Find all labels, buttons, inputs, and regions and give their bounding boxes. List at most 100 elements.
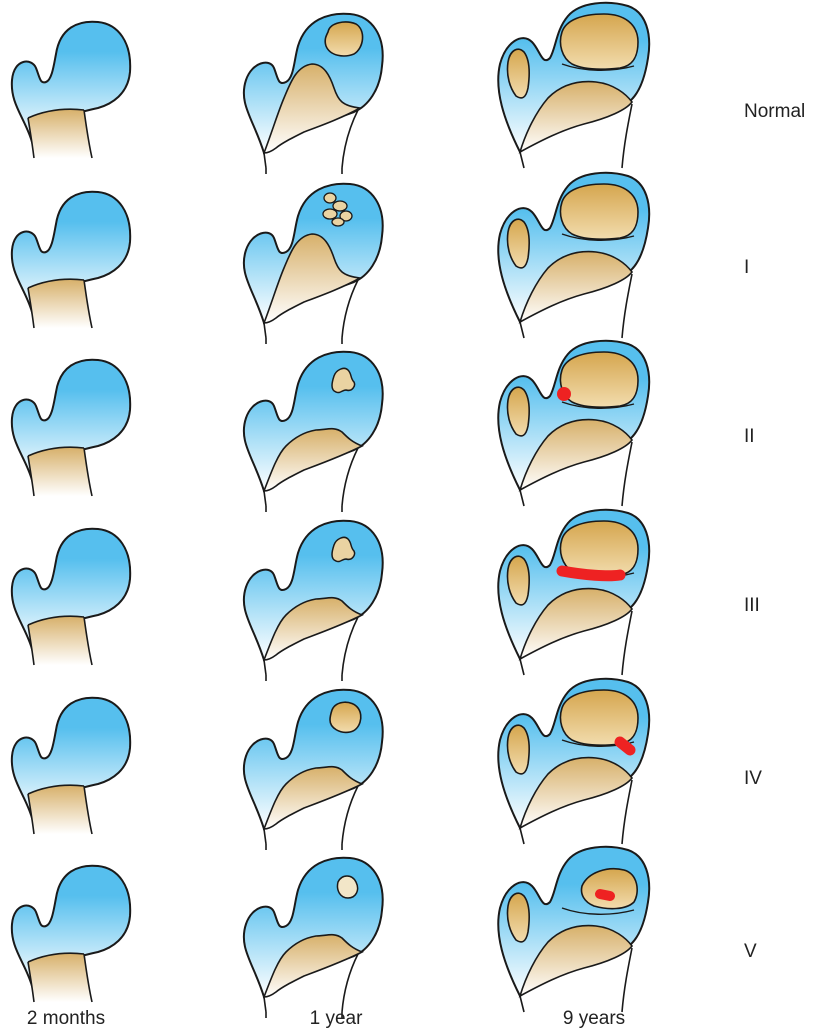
shaft-edge-right <box>621 610 633 676</box>
shaft-edge-left <box>263 996 267 1013</box>
ossification-fragment-3 <box>322 208 338 220</box>
shaft-edge-left <box>27 117 35 159</box>
greater-trochanter-core <box>506 48 530 99</box>
femur-1-year-row-3 <box>242 350 384 512</box>
metaphysis-bone <box>262 765 364 830</box>
shaft-edge-left <box>263 322 267 339</box>
femur-1-year-row-1 <box>242 12 384 174</box>
metaphysis-bone <box>28 279 92 328</box>
shaft-edge-left <box>263 152 267 169</box>
growth-plate <box>561 401 635 409</box>
row-label-v: V <box>744 941 757 962</box>
shaft-edge-left <box>519 658 525 676</box>
greater-trochanter-core <box>506 218 530 269</box>
physeal-damage-mark <box>557 387 571 401</box>
metaphysis-bone <box>262 933 364 998</box>
shaft-edge-right <box>621 947 633 1013</box>
growth-plate <box>27 108 85 119</box>
femur-2-months-row-5 <box>10 696 132 835</box>
shaft-edge-right <box>621 441 633 507</box>
shaft-edge-right <box>83 616 93 666</box>
metaphysis-bone <box>262 233 363 324</box>
row-label-iv: IV <box>744 768 762 789</box>
shaft-edge-right <box>83 447 93 497</box>
growth-plate <box>27 784 85 795</box>
femoral-head-epiphysis-small <box>580 868 638 910</box>
femur-2-months-row-1 <box>10 20 132 159</box>
growth-plate <box>561 233 635 241</box>
metaphysis-bone <box>28 109 92 158</box>
column-label-1-year: 1 year <box>309 1008 363 1029</box>
femur-2-months-row-3 <box>10 358 132 497</box>
femur-9-years-row-1 <box>497 1 651 169</box>
femur-9-years-row-2 <box>497 171 651 339</box>
metaphysis-bone <box>28 447 92 496</box>
shaft-edge-right <box>341 109 359 169</box>
ossification-fragment-1 <box>323 192 337 204</box>
greater-trochanter-core <box>506 555 530 606</box>
femur-1-year-row-2 <box>242 182 384 344</box>
shaft-edge-right <box>341 785 359 845</box>
femur-2-months-row-6 <box>10 864 132 1003</box>
shaft-edge-left <box>519 827 525 845</box>
shaft-edge-left <box>27 624 35 666</box>
growth-plate <box>27 278 85 289</box>
femur-1-year-row-6 <box>242 856 384 1018</box>
column-label-9-years: 9 years <box>562 1008 626 1029</box>
shaft-edge-right <box>621 273 633 339</box>
femoral-head-epiphysis <box>559 183 639 240</box>
shaft-edge-right <box>621 779 633 845</box>
shaft-edge-right <box>621 103 633 169</box>
shaft-edge-right <box>83 109 93 159</box>
femoral-head-epiphysis <box>559 13 639 70</box>
row-label-i: I <box>744 257 750 278</box>
shaft-edge-right <box>83 785 93 835</box>
shaft-edge-right <box>83 953 93 1003</box>
ossification-fragment-2 <box>332 200 348 212</box>
ossification-fragment-5 <box>331 217 345 227</box>
femur-9-years-row-6 <box>497 845 651 1013</box>
ossification-nucleus-irregular <box>331 536 356 563</box>
femoral-head-epiphysis <box>559 351 639 408</box>
row-label-normal: Normal <box>744 101 806 122</box>
growth-plate <box>27 952 85 963</box>
ossification-nucleus <box>329 701 362 734</box>
cartilage-head <box>242 688 384 831</box>
metaphysis-bone <box>28 616 92 665</box>
shaft-edge-left <box>519 151 525 169</box>
physeal-damage-mark <box>595 889 615 901</box>
shaft-edge-left <box>27 287 35 329</box>
growth-plate <box>27 615 85 626</box>
shaft-edge-left <box>519 321 525 339</box>
column-label-2-months: 2 months <box>26 1008 106 1029</box>
shaft-edge-left <box>519 489 525 507</box>
femoral-neck-bone <box>518 418 634 492</box>
shaft-edge-left <box>263 828 267 845</box>
shaft-edge-right <box>341 953 359 1013</box>
femur-1-year-row-5 <box>242 688 384 850</box>
shaft-edge-right <box>83 279 93 329</box>
metaphysis-bone <box>262 427 364 492</box>
metaphysis-bone <box>262 63 363 154</box>
ossification-nucleus <box>324 21 364 57</box>
femoral-neck-bone <box>518 80 634 154</box>
femoral-neck-bone <box>518 756 634 830</box>
femur-9-years-row-4 <box>497 508 651 676</box>
femur-9-years-row-3 <box>497 339 651 507</box>
row-label-iii: III <box>744 595 760 616</box>
shaft-edge-left <box>263 490 267 507</box>
greater-trochanter-core <box>506 724 530 775</box>
femoral-neck-bone <box>518 250 634 324</box>
cartilage-head <box>242 350 384 493</box>
femoral-neck-bone <box>518 587 634 661</box>
shaft-edge-left <box>263 659 267 676</box>
physeal-damage-mark <box>556 565 626 582</box>
greater-trochanter-core <box>506 386 530 437</box>
cartilage-head <box>242 519 384 662</box>
femur-2-months-row-4 <box>10 527 132 666</box>
ossification-nucleus-small <box>336 875 359 899</box>
growth-plate <box>27 446 85 457</box>
metaphysis-bone <box>262 596 364 661</box>
growth-plate <box>561 63 635 71</box>
